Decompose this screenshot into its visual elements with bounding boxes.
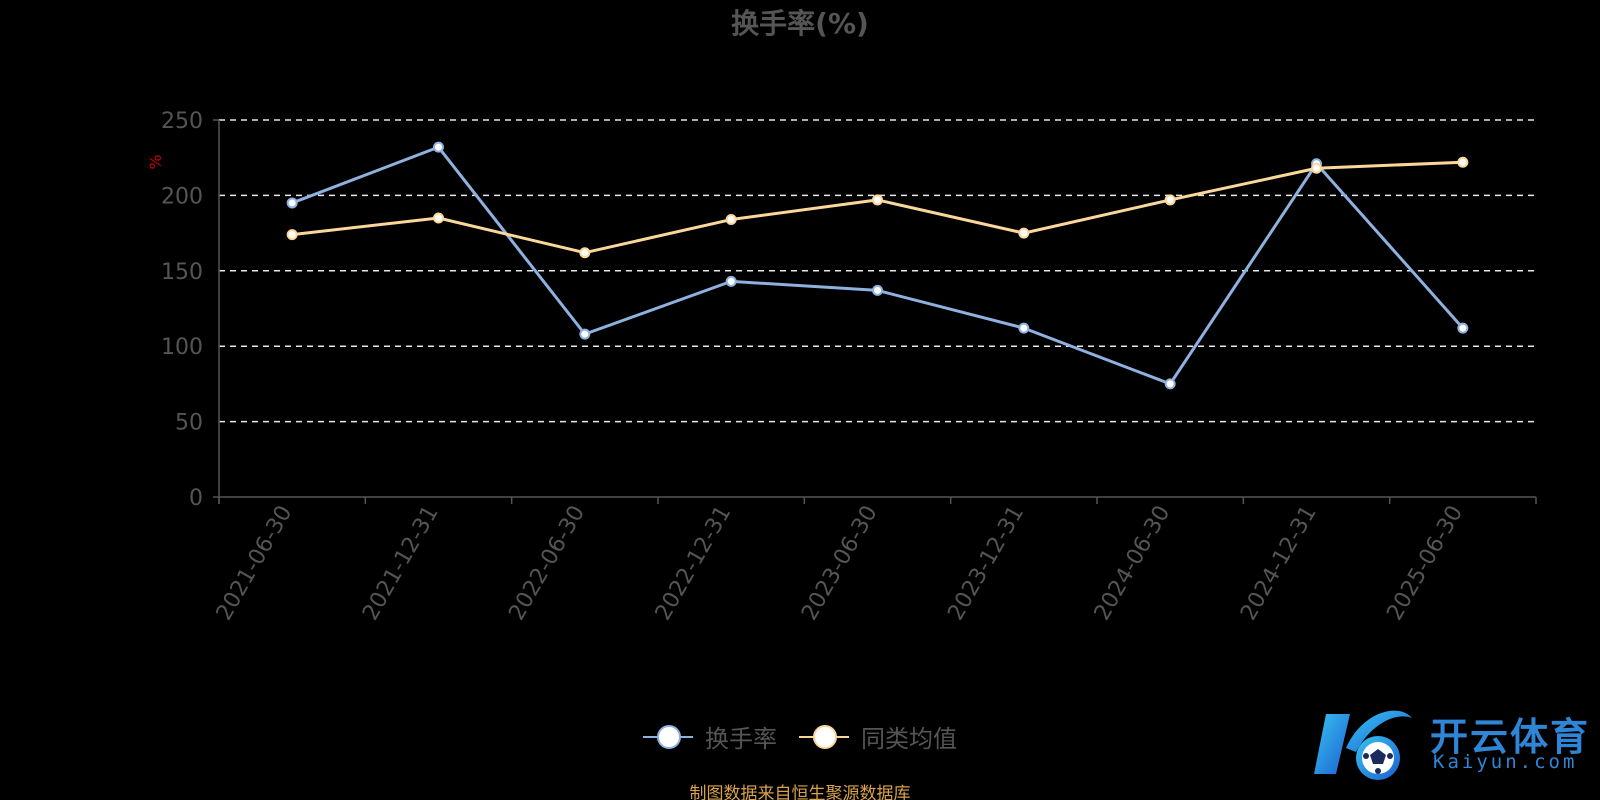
chart-legend: 换手率 同类均值 <box>0 719 1600 754</box>
x-tick-label: 2021-12-31 <box>358 502 444 625</box>
series-layer <box>286 141 1469 390</box>
x-tick-label: 2024-06-30 <box>1090 502 1176 625</box>
data-point <box>286 229 298 241</box>
data-point <box>1457 322 1469 334</box>
logo-emblem-icon <box>1314 710 1412 780</box>
data-point <box>433 212 444 224</box>
data-point <box>1164 194 1176 206</box>
y-tick-label: 200 <box>161 184 203 209</box>
legend-marker-icon <box>799 723 849 751</box>
x-tick-label: 2021-06-30 <box>212 502 298 625</box>
axes: 0 50 100 150 200 250 2021-06-30 2021-12-31 2022-… <box>161 109 1537 625</box>
x-tick-label: 2025-06-30 <box>1382 502 1468 625</box>
source-note: 制图数据来自恒生聚源数据库 <box>689 784 911 800</box>
legend-item-peer-average[interactable]: 同类均值 <box>799 719 957 754</box>
data-point <box>872 194 883 206</box>
data-point <box>725 275 737 287</box>
kaiyun-logo: 开云体育 Kaiyun.com <box>1312 698 1596 790</box>
chart-title: 换手率(%) <box>731 7 869 40</box>
x-tick-label: 2022-12-31 <box>651 502 737 625</box>
data-point <box>1457 156 1469 168</box>
data-point <box>1018 227 1030 239</box>
logo-url-text: Kaiyun.com <box>1433 751 1578 773</box>
legend-marker-icon <box>643 723 693 751</box>
data-point <box>872 284 883 296</box>
y-tick-label: 50 <box>175 411 203 436</box>
grid-lines <box>219 119 1536 423</box>
x-tick-label: 2023-06-30 <box>797 502 883 625</box>
legend-label: 同类均值 <box>861 725 957 753</box>
data-point <box>579 328 591 340</box>
y-tick-label: 250 <box>161 109 203 134</box>
data-point <box>1164 378 1176 390</box>
x-tick-label: 2023-12-31 <box>943 501 1029 624</box>
legend-label: 换手率 <box>705 725 777 753</box>
x-tick-label: 2024-12-31 <box>1236 502 1322 625</box>
data-point <box>1018 322 1030 334</box>
y-tick-label: 0 <box>189 486 203 511</box>
logo-text: 开云体育 <box>1430 715 1591 759</box>
data-point <box>286 197 298 209</box>
legend-item-turnover[interactable]: 换手率 <box>643 719 777 754</box>
data-point <box>725 214 737 226</box>
y-tick-label: 100 <box>161 335 203 360</box>
x-tick-label: 2022-06-30 <box>504 502 590 625</box>
data-point <box>1311 162 1322 174</box>
series-line <box>291 145 1464 386</box>
data-point <box>433 141 444 153</box>
data-point <box>579 247 591 259</box>
y-tick-label: 150 <box>161 260 203 285</box>
y-axis-unit-label: % <box>146 154 165 169</box>
